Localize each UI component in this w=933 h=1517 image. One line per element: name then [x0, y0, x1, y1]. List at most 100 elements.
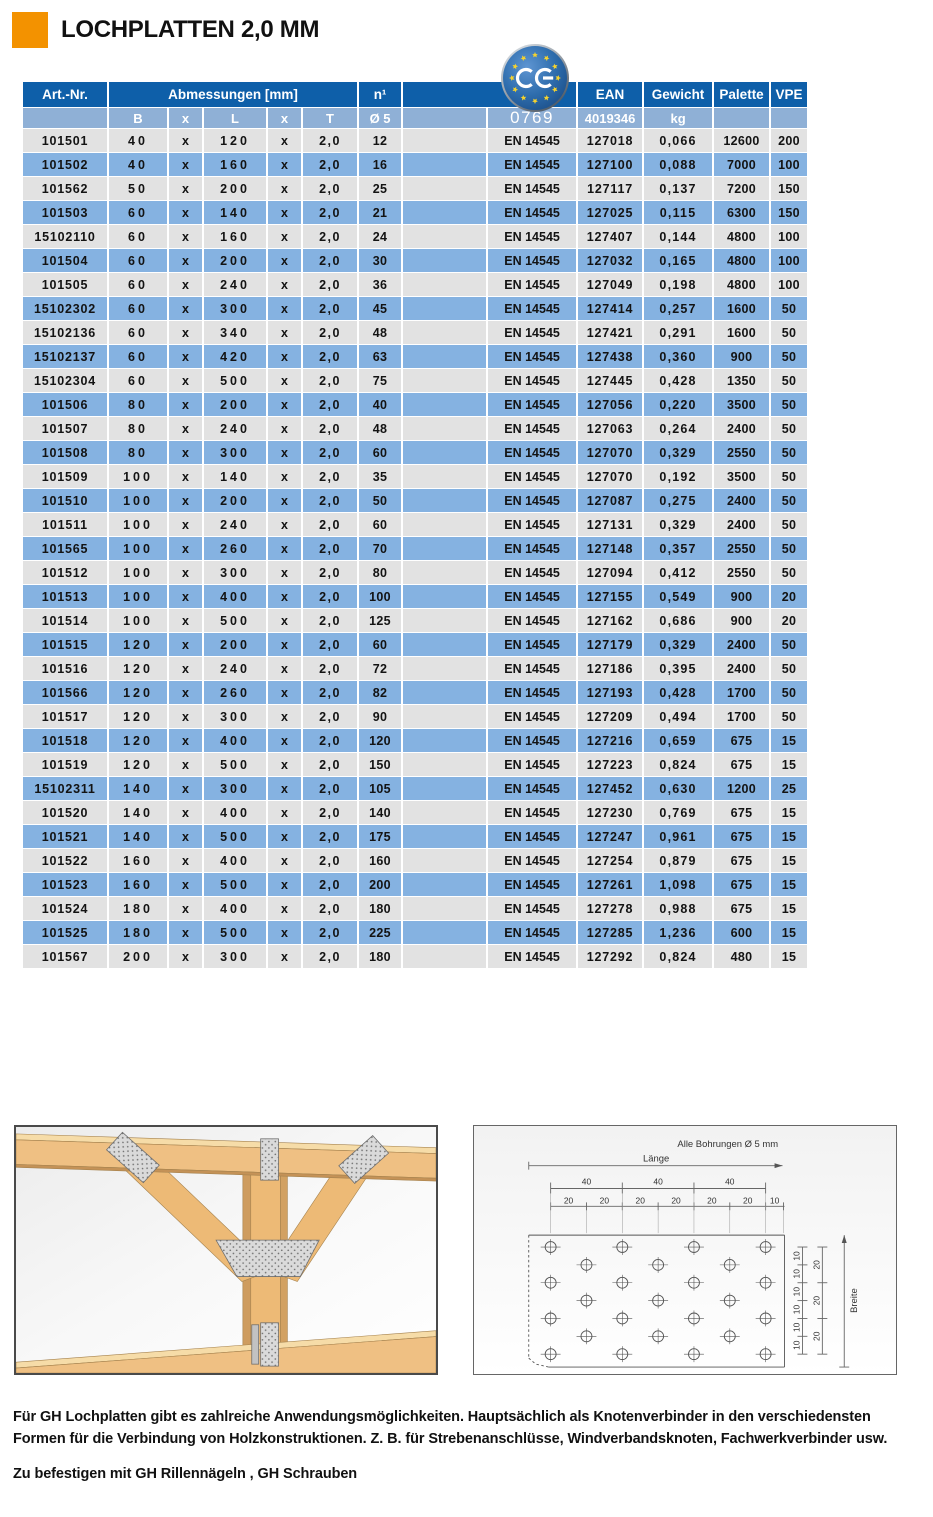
cell-vpe: 100 — [770, 272, 810, 297]
cell-spacer — [402, 608, 489, 633]
cell-n: 60 — [358, 512, 404, 537]
cell-times: x — [267, 872, 303, 897]
cell-b: 60 — [108, 248, 169, 273]
table-row: 101515 120 x 200 x 2,0 60 EN 14545 127179 0,329 24… — [23, 632, 810, 657]
cell-n: 48 — [358, 320, 404, 345]
cell-norm: EN 14545 — [487, 512, 579, 537]
cell-vpe: 50 — [770, 320, 810, 345]
nail-plate — [105, 1131, 160, 1184]
cell-vpe: 15 — [770, 872, 810, 897]
cell-palette: 7000 — [713, 152, 772, 177]
cell-ean-suffix: 127179 — [577, 632, 645, 657]
cell-n: 35 — [358, 464, 404, 489]
dim-10-right: 10 — [791, 1340, 801, 1350]
cell-b: 140 — [108, 800, 169, 825]
truss-svg — [16, 1127, 436, 1373]
dim-40-lines — [550, 1182, 767, 1194]
nail-plate-gusset — [215, 1239, 320, 1277]
dim-40: 40 — [653, 1177, 663, 1187]
cell-ean-suffix: 127216 — [577, 728, 645, 753]
cell-art-nr: 101522 — [23, 848, 109, 873]
cell-norm: EN 14545 — [487, 296, 579, 321]
dim-20: 20 — [600, 1195, 610, 1205]
cell-b: 40 — [108, 152, 169, 177]
cell-n: 60 — [358, 440, 404, 465]
table-row: 15102136 60 x 340 x 2,0 48 EN 14545 127421 0,291 1… — [23, 320, 810, 345]
cell-times: x — [168, 200, 204, 225]
cell-times: x — [168, 152, 204, 177]
cell-l: 400 — [203, 800, 268, 825]
cell-times: x — [168, 848, 204, 873]
cell-palette: 2550 — [713, 440, 772, 465]
cell-art-nr: 101523 — [23, 872, 109, 897]
cell-t: 2,0 — [302, 560, 360, 585]
cell-l: 140 — [203, 200, 268, 225]
cell-norm: EN 14545 — [487, 608, 579, 633]
table-row: 101513 100 x 400 x 2,0 100 EN 14545 127155 0,549 9… — [23, 584, 810, 609]
cell-norm: EN 14545 — [487, 896, 579, 921]
table-header-row: Art.-Nr. Abmessungen [mm] n¹ EAN Gewicht… — [23, 82, 810, 108]
cell-ean-suffix: 127445 — [577, 368, 645, 393]
cell-times: x — [267, 320, 303, 345]
cell-l: 240 — [203, 512, 268, 537]
cell-art-nr: 101520 — [23, 800, 109, 825]
cell-spacer — [402, 440, 489, 465]
cell-times: x — [267, 584, 303, 609]
cell-norm: EN 14545 — [487, 368, 579, 393]
cell-l: 300 — [203, 704, 268, 729]
dim-10-chain-vertical — [797, 1246, 808, 1355]
cell-times: x — [168, 824, 204, 849]
cell-l: 300 — [203, 944, 268, 969]
cell-gewicht: 0,428 — [643, 680, 715, 705]
cell-norm: EN 14545 — [487, 248, 579, 273]
cell-b: 120 — [108, 680, 169, 705]
cell-t: 2,0 — [302, 176, 360, 201]
cell-times: x — [267, 944, 303, 969]
cell-art-nr: 101504 — [23, 248, 109, 273]
cell-b: 100 — [108, 488, 169, 513]
cell-b: 120 — [108, 656, 169, 681]
cell-norm: EN 14545 — [487, 128, 579, 153]
cell-vpe: 50 — [770, 536, 810, 561]
table-row: 101520 140 x 400 x 2,0 140 EN 14545 127230 0,769 6… — [23, 800, 810, 825]
cell-vpe: 15 — [770, 728, 810, 753]
cell-spacer — [402, 200, 489, 225]
cell-t: 2,0 — [302, 704, 360, 729]
cell-norm: EN 14545 — [487, 416, 579, 441]
cell-palette: 675 — [713, 848, 772, 873]
cell-palette: 675 — [713, 896, 772, 921]
cell-n: 225 — [358, 920, 404, 945]
cell-spacer — [402, 296, 489, 321]
cell-times: x — [168, 512, 204, 537]
cell-ean-suffix: 127285 — [577, 920, 645, 945]
cell-gewicht: 0,329 — [643, 512, 715, 537]
cell-spacer — [402, 368, 489, 393]
table-row: 101502 40 x 160 x 2,0 16 EN 14545 127100 0,088 700… — [23, 152, 810, 177]
cell-t: 2,0 — [302, 584, 360, 609]
cell-art-nr: 101503 — [23, 200, 109, 225]
cell-spacer — [402, 680, 489, 705]
cell-times: x — [267, 368, 303, 393]
nail-plate — [338, 1134, 390, 1184]
cell-times: x — [168, 344, 204, 369]
cell-art-nr: 101502 — [23, 152, 109, 177]
cell-l: 420 — [203, 344, 268, 369]
cell-gewicht: 0,088 — [643, 152, 715, 177]
cell-ean-suffix: 127087 — [577, 488, 645, 513]
cell-ean-suffix: 127193 — [577, 680, 645, 705]
dim-20-chain-vertical — [817, 1246, 828, 1355]
cell-palette: 2400 — [713, 656, 772, 681]
cell-times: x — [267, 560, 303, 585]
cell-times: x — [168, 872, 204, 897]
cell-spacer — [402, 248, 489, 273]
cell-ean-suffix: 127438 — [577, 344, 645, 369]
cell-t: 2,0 — [302, 368, 360, 393]
cell-vpe: 50 — [770, 416, 810, 441]
dim-20: 20 — [636, 1195, 646, 1205]
cell-t: 2,0 — [302, 920, 360, 945]
cell-l: 260 — [203, 536, 268, 561]
cell-times: x — [267, 680, 303, 705]
cell-l: 200 — [203, 392, 268, 417]
cell-t: 2,0 — [302, 464, 360, 489]
dim-10-right: 10 — [791, 1251, 801, 1261]
